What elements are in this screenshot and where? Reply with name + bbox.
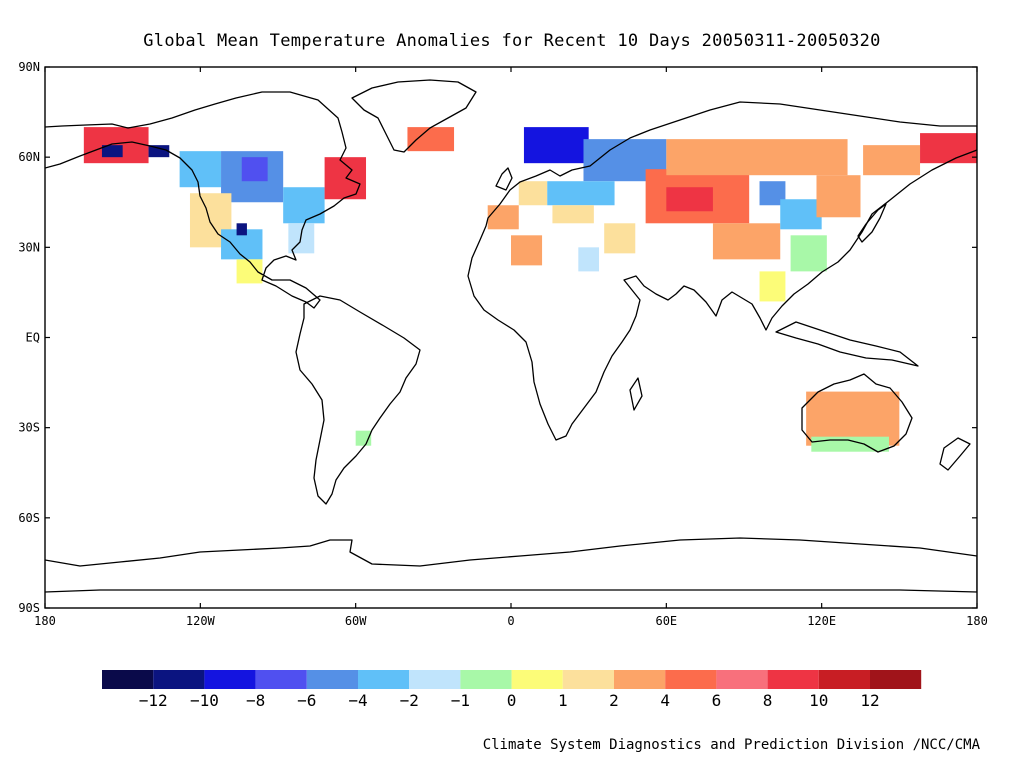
lon-label: 180 xyxy=(966,614,988,628)
colorbar-swatch xyxy=(255,670,307,689)
madagascar-coast xyxy=(629,377,643,411)
colorbar-label: 10 xyxy=(809,691,828,710)
colorbar-label: 4 xyxy=(660,691,670,710)
colorbar-swatch xyxy=(511,670,563,689)
anomaly-region-china-north xyxy=(780,199,822,230)
greenland-coast xyxy=(351,79,477,153)
anomaly-region-tibet xyxy=(712,223,781,260)
colorbar-swatch xyxy=(204,670,256,689)
colorbar-swatch xyxy=(409,670,461,689)
lat-label: 90N xyxy=(18,60,40,74)
colorbar-swatch xyxy=(460,670,512,689)
colorbar-label: −2 xyxy=(400,691,419,710)
anomaly-region-east-europe xyxy=(547,181,615,206)
anomaly-region-kazakh-core xyxy=(666,187,713,212)
lat-label: EQ xyxy=(26,331,40,345)
anomaly-region-egypt xyxy=(578,247,600,272)
australia-coast xyxy=(801,373,913,453)
anomaly-region-balkans xyxy=(552,205,594,224)
colorbar-label: 12 xyxy=(860,691,879,710)
lat-label: 60N xyxy=(18,150,40,164)
colorbar-label: −4 xyxy=(348,691,367,710)
new-zealand-coast xyxy=(939,437,971,471)
lat-label: 30N xyxy=(18,240,40,254)
colorbar-swatch xyxy=(358,670,410,689)
colorbar-swatch xyxy=(614,670,666,689)
anomaly-region-west-europe xyxy=(518,181,548,206)
colorbar-swatch xyxy=(562,670,614,689)
anomaly-region-great-lakes xyxy=(283,187,325,224)
anomaly-region-indochina xyxy=(759,271,786,302)
indonesia-coast xyxy=(775,321,919,367)
lat-label: 60S xyxy=(18,511,40,525)
eurasia-africa-coast xyxy=(467,101,977,441)
map-title: Global Mean Temperature Anomalies for Re… xyxy=(143,31,881,51)
colorbar-label: 1 xyxy=(558,691,568,710)
anomaly-region-alaska-cold-core xyxy=(101,145,123,158)
anomaly-region-siberia xyxy=(666,139,848,176)
lon-label: 120W xyxy=(186,614,216,628)
colorbar-swatch xyxy=(665,670,717,689)
credit-text: Climate System Diagnostics and Predictio… xyxy=(482,737,980,753)
anomaly-region-labrador xyxy=(324,157,367,200)
colorbar-label: 2 xyxy=(609,691,619,710)
coastline-layer xyxy=(45,79,977,593)
anomaly-region-china-east xyxy=(790,235,827,272)
colorbar-label: −1 xyxy=(451,691,470,710)
anomaly-region-kamchatka xyxy=(920,133,977,164)
lat-label: 90S xyxy=(18,601,40,615)
colorbar-swatch xyxy=(102,670,154,689)
colorbar-label: −6 xyxy=(297,691,316,710)
lon-label: 60W xyxy=(345,614,367,628)
anomaly-region-canada-west xyxy=(179,151,222,188)
anomaly-region-far-east xyxy=(863,145,921,176)
colorbar-swatch xyxy=(870,670,922,689)
lon-label: 0 xyxy=(507,614,514,628)
colorbar-swatch xyxy=(153,670,205,689)
lat-label: 30S xyxy=(18,421,40,435)
colorbar-swatch xyxy=(306,670,358,689)
lon-label: 60E xyxy=(655,614,677,628)
north-america-coast xyxy=(45,91,361,309)
colorbar-swatch xyxy=(818,670,870,689)
colorbar-label: 8 xyxy=(763,691,773,710)
south-america-coast xyxy=(295,295,421,505)
anomaly-layer xyxy=(83,127,977,452)
anomaly-region-hudson-core xyxy=(241,157,268,182)
anomaly-region-us-east xyxy=(288,223,315,254)
lon-label: 120E xyxy=(807,614,836,628)
colorbar-label: −10 xyxy=(190,691,219,710)
anomaly-region-yukon-cold-core xyxy=(148,145,170,158)
anomaly-region-iberia xyxy=(487,205,519,230)
anomaly-region-middle-east xyxy=(604,223,636,254)
anomaly-region-colorado-core xyxy=(236,223,247,236)
anomaly-region-australia-south xyxy=(811,436,889,452)
antarctica-coast xyxy=(45,537,977,593)
colorbar-label: 6 xyxy=(712,691,722,710)
japan-coast xyxy=(857,203,887,243)
colorbar-swatch xyxy=(767,670,819,689)
colorbar: −12 −10 −8 −6 −4 −2 −1 0 1 2 4 6 8 10 12 xyxy=(102,670,922,710)
colorbar-swatch xyxy=(716,670,768,689)
uk-coast xyxy=(495,167,513,191)
anomaly-region-manchuria xyxy=(816,175,861,218)
anomaly-region-scandinavia xyxy=(523,127,589,164)
anomaly-region-greenland-east xyxy=(407,127,455,152)
colorbar-label: −8 xyxy=(246,691,265,710)
lon-label: 180 xyxy=(34,614,56,628)
anomaly-region-mexico xyxy=(236,259,263,284)
anomaly-region-north-africa xyxy=(511,235,543,266)
colorbar-label: −12 xyxy=(139,691,168,710)
colorbar-label: 0 xyxy=(507,691,517,710)
